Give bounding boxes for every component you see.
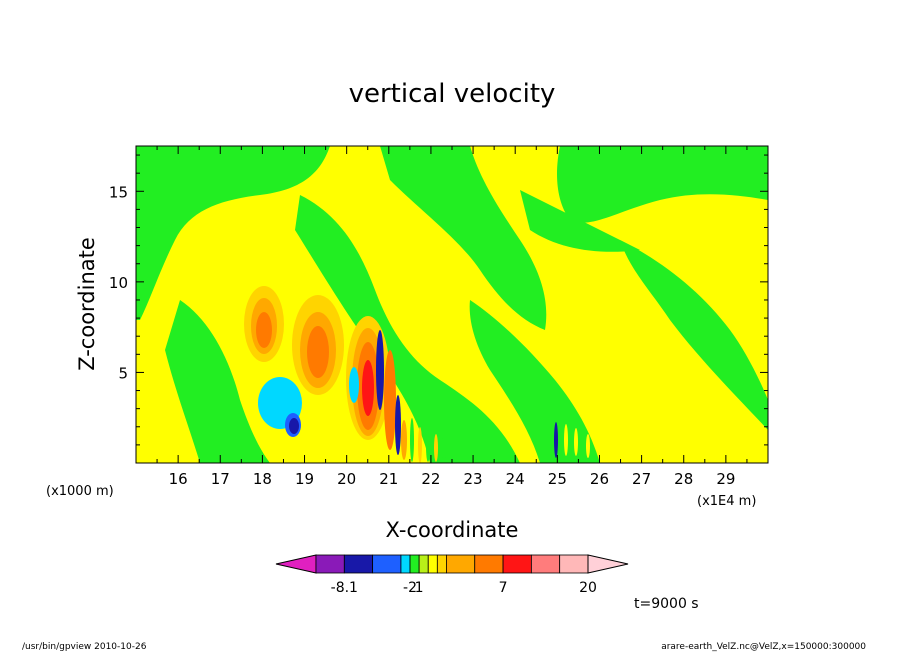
colorbar-swatch bbox=[446, 554, 476, 574]
colorbar-swatch bbox=[559, 554, 589, 574]
contour-field bbox=[136, 146, 768, 463]
x-tick-label: 18 bbox=[253, 470, 272, 488]
contour-stripe bbox=[564, 424, 568, 456]
colorbar-swatch bbox=[372, 554, 402, 574]
colorbar-swatch bbox=[418, 554, 429, 574]
x-tick-label: 21 bbox=[379, 470, 398, 488]
x-tick-label: 16 bbox=[169, 470, 188, 488]
colorbar-label: 1 bbox=[415, 580, 424, 596]
contour-updraft-lobe bbox=[256, 312, 272, 348]
contour-stripe bbox=[410, 418, 414, 462]
x-tick-label: 26 bbox=[590, 470, 609, 488]
colorbar-label: -8.1 bbox=[331, 580, 358, 596]
x-tick-label: 17 bbox=[211, 470, 230, 488]
contour-updraft-core bbox=[362, 360, 374, 416]
contour-band-green bbox=[380, 146, 547, 330]
x-axis-ticks: 16 17 18 19 20 21 22 23 24 25 26 27 28 29 bbox=[156, 146, 748, 488]
contour-band-green bbox=[520, 190, 640, 252]
colorbar-swatch bbox=[474, 554, 504, 574]
x-tick-label: 27 bbox=[632, 470, 651, 488]
contour-stripe bbox=[442, 434, 446, 462]
contour-stripe bbox=[554, 422, 558, 458]
contour-band-green bbox=[295, 195, 520, 463]
colorbar-swatch bbox=[315, 554, 345, 574]
colorbar-swatch bbox=[343, 554, 374, 574]
x-tick-label: 25 bbox=[548, 470, 567, 488]
colorbar-swatch bbox=[427, 554, 438, 574]
x-tick-label: 20 bbox=[337, 470, 356, 488]
colorbar-label: 7 bbox=[499, 580, 508, 596]
footer-right: arare-earth_VelZ.nc@VelZ,x=150000:300000 bbox=[661, 642, 866, 652]
y-axis-label: Z-coordinate bbox=[75, 237, 99, 371]
contour-downdraft-lobe bbox=[395, 395, 401, 455]
colorbar-swatch bbox=[409, 554, 420, 574]
contour-downdraft-lobe bbox=[376, 330, 384, 410]
x-tick-label: 24 bbox=[506, 470, 525, 488]
x-tick-label: 29 bbox=[716, 470, 735, 488]
contour-stripe bbox=[574, 428, 578, 456]
colorbar: -8.1 -21 7 20 bbox=[275, 554, 629, 596]
colorbar-arrow-max bbox=[587, 554, 629, 574]
contour-downdraft-lobe bbox=[349, 367, 359, 403]
contour-updraft-lobe bbox=[384, 350, 396, 450]
x-tick-label: 22 bbox=[421, 470, 440, 488]
x-tick-label: 28 bbox=[674, 470, 693, 488]
x-axis-label: X-coordinate bbox=[386, 518, 519, 542]
x-tick-label: 23 bbox=[464, 470, 483, 488]
contour-band-green bbox=[165, 300, 270, 463]
y-tick-label: 15 bbox=[109, 183, 128, 201]
y-axis-ticks: 5 10 15 bbox=[109, 154, 768, 446]
contour-stripe bbox=[426, 430, 430, 462]
time-annotation: t=9000 s bbox=[634, 596, 699, 612]
footer-left: /usr/bin/gpview 2010-10-26 bbox=[22, 642, 147, 652]
contour-band-green bbox=[469, 300, 600, 463]
contour-updraft-lobe bbox=[307, 326, 329, 378]
contour-stripe bbox=[418, 427, 422, 463]
contour-updraft-lobe bbox=[401, 420, 407, 460]
colorbar-label: -2 bbox=[403, 580, 417, 596]
colorbar-swatch bbox=[436, 554, 447, 574]
contour-band-green bbox=[557, 146, 768, 223]
colorbar-swatch bbox=[530, 554, 561, 574]
contour-downdraft-lobe bbox=[289, 418, 299, 434]
contour-stripe bbox=[434, 434, 438, 462]
y-tick-label: 5 bbox=[118, 364, 128, 382]
chart-title: vertical velocity bbox=[349, 79, 556, 109]
contour-band-green bbox=[136, 146, 330, 320]
colorbar-arrow-min bbox=[275, 554, 317, 574]
y-tick-label: 10 bbox=[109, 274, 128, 292]
colorbar-swatch bbox=[400, 554, 411, 574]
y-units-label: (x1000 m) bbox=[46, 484, 114, 499]
colorbar-swatch bbox=[502, 554, 532, 574]
contour-stripe bbox=[586, 434, 590, 458]
x-units-label: (x1E4 m) bbox=[697, 494, 756, 509]
x-tick-label: 19 bbox=[295, 470, 314, 488]
contour-band-green bbox=[620, 240, 768, 430]
colorbar-label: 20 bbox=[579, 580, 597, 596]
